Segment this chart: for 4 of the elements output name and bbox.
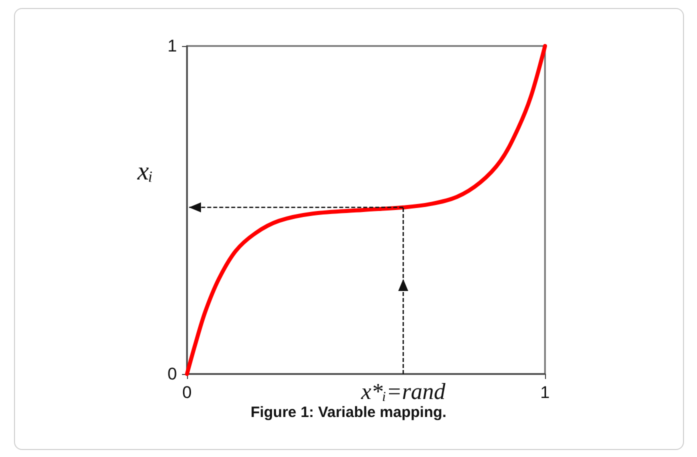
line-series [185,44,547,376]
text: Figure 1: Variable mapping. [250,404,446,421]
y-axis-title: xᵢ [136,156,153,186]
annotation: x*ᵢ=rand [360,379,446,404]
